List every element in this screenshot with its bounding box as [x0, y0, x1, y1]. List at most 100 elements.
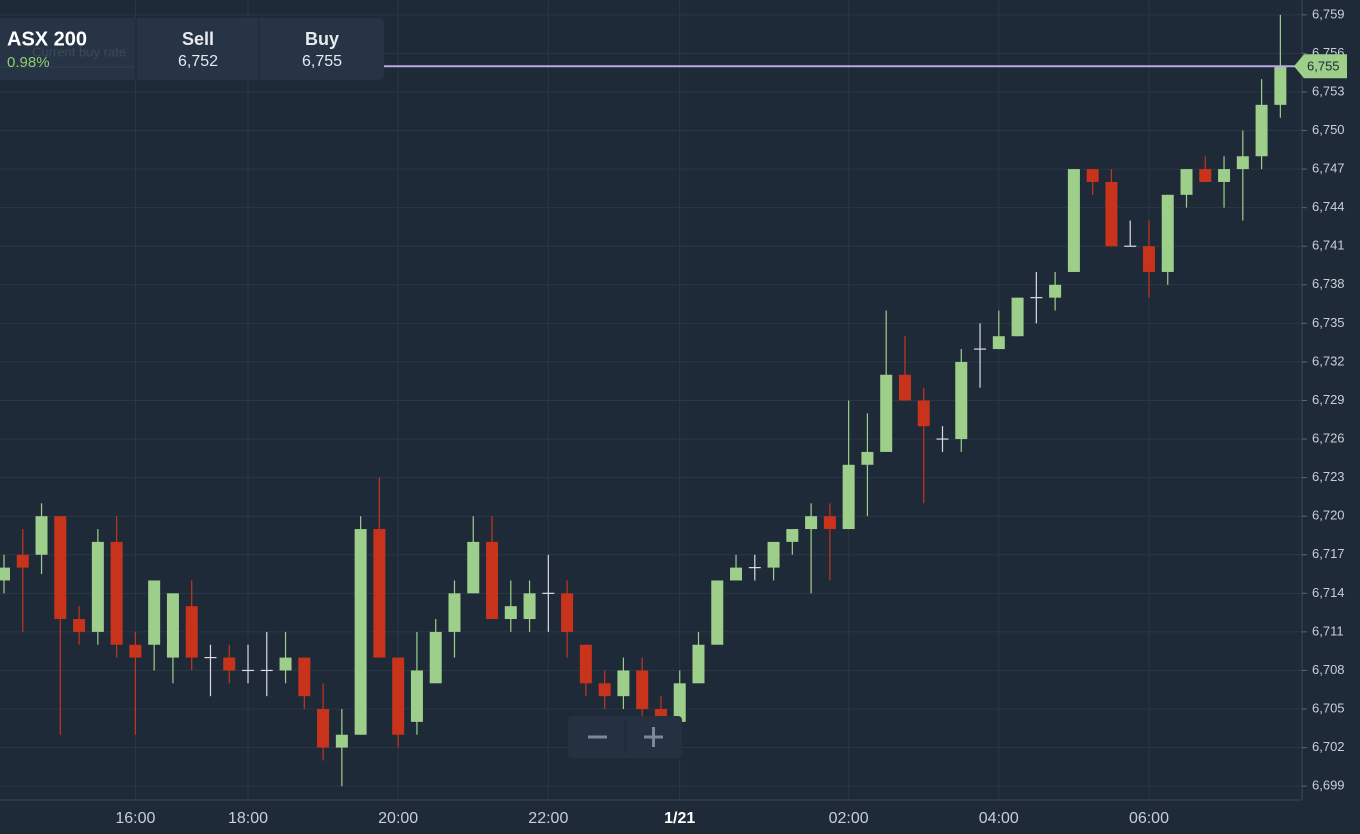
zoom-controls: [568, 716, 682, 758]
candle-body: [129, 644, 142, 658]
buy-label[interactable]: Buy: [305, 29, 339, 49]
y-tick-label: 6,726: [1312, 431, 1345, 446]
candle-body: [354, 529, 367, 735]
candle-body: [148, 580, 161, 645]
hint: Current buy rate: [32, 44, 126, 59]
candle-body: [410, 670, 423, 722]
candle-body: [579, 644, 592, 684]
candle-body: [317, 709, 330, 748]
y-tick-label: 6,744: [1312, 199, 1345, 214]
candle-body: [617, 670, 630, 697]
y-tick-label: 6,729: [1312, 392, 1345, 407]
grid: [0, 0, 1302, 800]
candle-body: [561, 593, 574, 632]
candle-body: [223, 657, 236, 671]
candle-body: [1105, 181, 1118, 247]
sell-price[interactable]: 6,752: [178, 53, 218, 70]
y-tick-label: 6,711: [1312, 623, 1344, 638]
candle-body: [1086, 169, 1099, 182]
candle-body: [1049, 284, 1062, 298]
x-tick-label: 20:00: [378, 810, 418, 827]
y-tick-label: 6,747: [1312, 161, 1345, 176]
candle-body: [1199, 169, 1212, 182]
zoom-in[interactable]: [644, 727, 663, 747]
candle-body: [91, 541, 104, 632]
candle-body: [1236, 156, 1249, 170]
widget-box: [0, 18, 384, 80]
candle-body: [523, 593, 536, 620]
candle-body: [16, 554, 29, 568]
candle-body: [298, 657, 311, 697]
candle-body: [898, 374, 911, 401]
candle-body: [1255, 104, 1268, 157]
y-tick-label: 6,702: [1312, 739, 1345, 754]
candle-body: [54, 516, 67, 620]
candle-body: [917, 400, 930, 427]
x-tick-label: 18:00: [228, 810, 268, 827]
candle-body: [1218, 169, 1231, 182]
x-tick-label: 16:00: [115, 810, 155, 827]
y-tick-label: 6,741: [1312, 238, 1345, 253]
candle-body: [1180, 169, 1193, 195]
candle-body: [429, 631, 442, 684]
y-tick-label: 6,699: [1312, 778, 1345, 793]
y-tick-label: 6,738: [1312, 276, 1345, 291]
candle-body: [823, 516, 836, 530]
candles: [0, 14, 1287, 787]
candle-body: [35, 516, 48, 555]
candle-body: [880, 374, 893, 452]
x-tick-label: 04:00: [979, 810, 1019, 827]
candle-body: [73, 619, 86, 632]
candle-body: [1142, 246, 1155, 272]
candle-body: [1011, 297, 1024, 337]
candle-body: [1161, 194, 1174, 272]
y-tick-label: 6,735: [1312, 315, 1345, 330]
candle-body: [504, 606, 517, 620]
candle-body: [185, 606, 198, 658]
candle-body: [842, 464, 855, 530]
candle-body: [861, 451, 874, 465]
instrument-name: ASX 200: [7, 28, 87, 50]
candle-body: [673, 683, 686, 722]
candle-body: [467, 541, 480, 594]
candle-body: [373, 529, 386, 658]
candle-body: [1067, 169, 1080, 272]
candle-body: [955, 361, 968, 440]
x-tick-label: 22:00: [528, 810, 568, 827]
candle-body: [711, 580, 724, 645]
x-tick-label: 06:00: [1129, 810, 1169, 827]
x-tick-label: 02:00: [829, 810, 869, 827]
candle-body: [110, 541, 123, 645]
y-tick-label: 6,717: [1312, 546, 1345, 561]
y-tick-label: 6,750: [1312, 122, 1345, 137]
y-tick-label: 6,720: [1312, 508, 1345, 523]
x-tick-label: 1/21: [664, 810, 695, 827]
candle-body: [392, 657, 405, 735]
y-tick-label: 6,708: [1312, 662, 1345, 677]
y-tick-label: 6,705: [1312, 700, 1345, 715]
candle-body: [486, 541, 499, 620]
y-tick-label: 6,753: [1312, 83, 1345, 98]
candle-body: [730, 567, 743, 581]
candle-body: [1274, 66, 1287, 105]
candle-body: [767, 541, 780, 568]
y-tick-label: 6,723: [1312, 469, 1345, 484]
sell-label[interactable]: Sell: [182, 29, 214, 49]
y-tick-label: 6,732: [1312, 353, 1345, 368]
y-tick-label: 6,714: [1312, 585, 1345, 600]
candle-body: [335, 734, 348, 748]
candle-body: [448, 593, 461, 632]
current-price-label: 6,755: [1307, 59, 1340, 74]
candle-body: [166, 593, 179, 658]
quote-widget: Current buy rate ASX 200 0.98% Sell 6,75…: [0, 18, 384, 80]
candle-body: [692, 644, 705, 684]
candle-body: [805, 516, 818, 530]
candle-body: [786, 529, 799, 542]
candle-body: [279, 657, 292, 671]
buy-price[interactable]: 6,755: [302, 53, 342, 70]
candle-body: [598, 683, 611, 697]
candle-body: [992, 336, 1005, 350]
change: 0.98%: [7, 54, 50, 71]
candle-body: [0, 567, 10, 581]
